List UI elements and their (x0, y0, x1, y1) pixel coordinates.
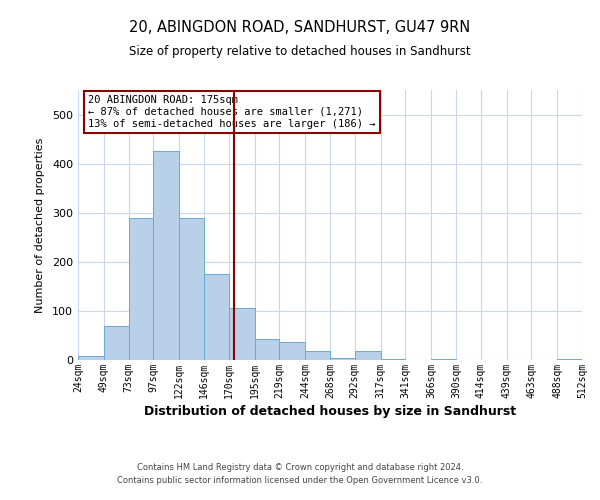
Bar (280, 342, 305, 360)
Bar (128, 218, 154, 360)
Bar (330, 358, 355, 360)
Bar (380, 359, 406, 360)
Bar (204, 274, 229, 360)
Bar (431, 359, 456, 360)
Y-axis label: Number of detached properties: Number of detached properties (35, 138, 45, 312)
Bar (78, 356, 104, 360)
Bar (254, 339, 280, 360)
Bar (179, 218, 204, 360)
Bar (229, 308, 254, 360)
Text: 20 ABINGDON ROAD: 175sqm
← 87% of detached houses are smaller (1,271)
13% of sem: 20 ABINGDON ROAD: 175sqm ← 87% of detach… (88, 96, 376, 128)
Text: Size of property relative to detached houses in Sandhurst: Size of property relative to detached ho… (129, 45, 471, 58)
Bar (355, 351, 380, 360)
Bar (305, 351, 330, 360)
Bar (154, 152, 179, 360)
X-axis label: Distribution of detached houses by size in Sandhurst: Distribution of detached houses by size … (144, 405, 516, 418)
Text: 20, ABINGDON ROAD, SANDHURST, GU47 9RN: 20, ABINGDON ROAD, SANDHURST, GU47 9RN (130, 20, 470, 35)
Bar (104, 326, 128, 360)
Text: Contains HM Land Registry data © Crown copyright and database right 2024.
Contai: Contains HM Land Registry data © Crown c… (118, 464, 482, 485)
Bar (557, 358, 582, 360)
